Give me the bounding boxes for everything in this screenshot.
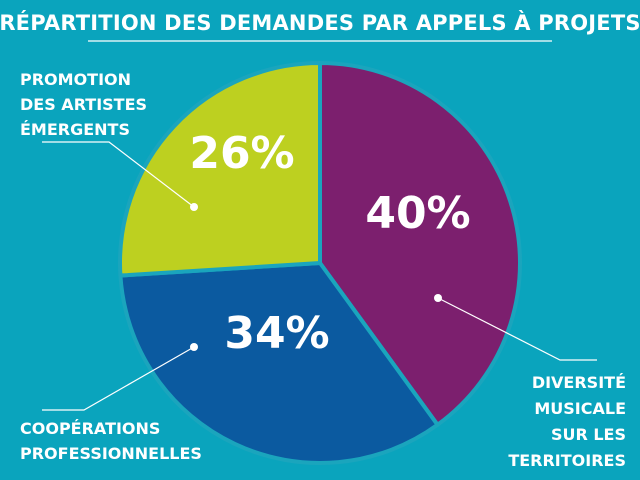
slice-value-label: 26% [189,128,294,179]
pie-slice-2 [118,261,440,465]
slice-category-label-line: DIVERSITÉ [532,373,626,392]
pie-slices [118,61,522,465]
leader-line [42,346,195,411]
slice-value-label: 40% [365,188,470,239]
slice-category-label: COOPÉRATIONS PROFESSIONNELLES [20,419,202,463]
chart-title: RÉPARTITION DES DEMANDES PAR APPELS À PR… [0,10,640,35]
slice-category-label: DIVERSITÉ MUSICALE SUR LES TERRITOIRES [508,373,626,470]
slice-category-label-line: PROMOTION [20,70,131,89]
slice-category-label-line: DES ARTISTES [20,95,147,114]
slice-category-label-line: MUSICALE [534,399,626,418]
leader-dot [434,294,442,302]
slice-category-label-line: ÉMERGENTS [20,120,130,139]
pie-labels: 40% DIVERSITÉ MUSICALE SUR LES TERRITOIRES 34… [20,70,626,470]
leader-line [42,141,195,208]
leader-dot [190,203,198,211]
slice-category-label-line: TERRITOIRES [508,451,626,470]
slice-value-label: 34% [224,308,329,359]
pie-slice-3 [118,61,322,278]
leader-dot [190,343,198,351]
leader-line [437,297,597,361]
slice-category-label: PROMOTION DES ARTISTES ÉMERGENTS [20,70,147,139]
pie-slice-1 [318,61,522,427]
slice-category-label-line: COOPÉRATIONS [20,419,160,438]
slice-category-label-line: PROFESSIONNELLES [20,444,202,463]
slice-category-label-line: SUR LES [551,425,626,444]
